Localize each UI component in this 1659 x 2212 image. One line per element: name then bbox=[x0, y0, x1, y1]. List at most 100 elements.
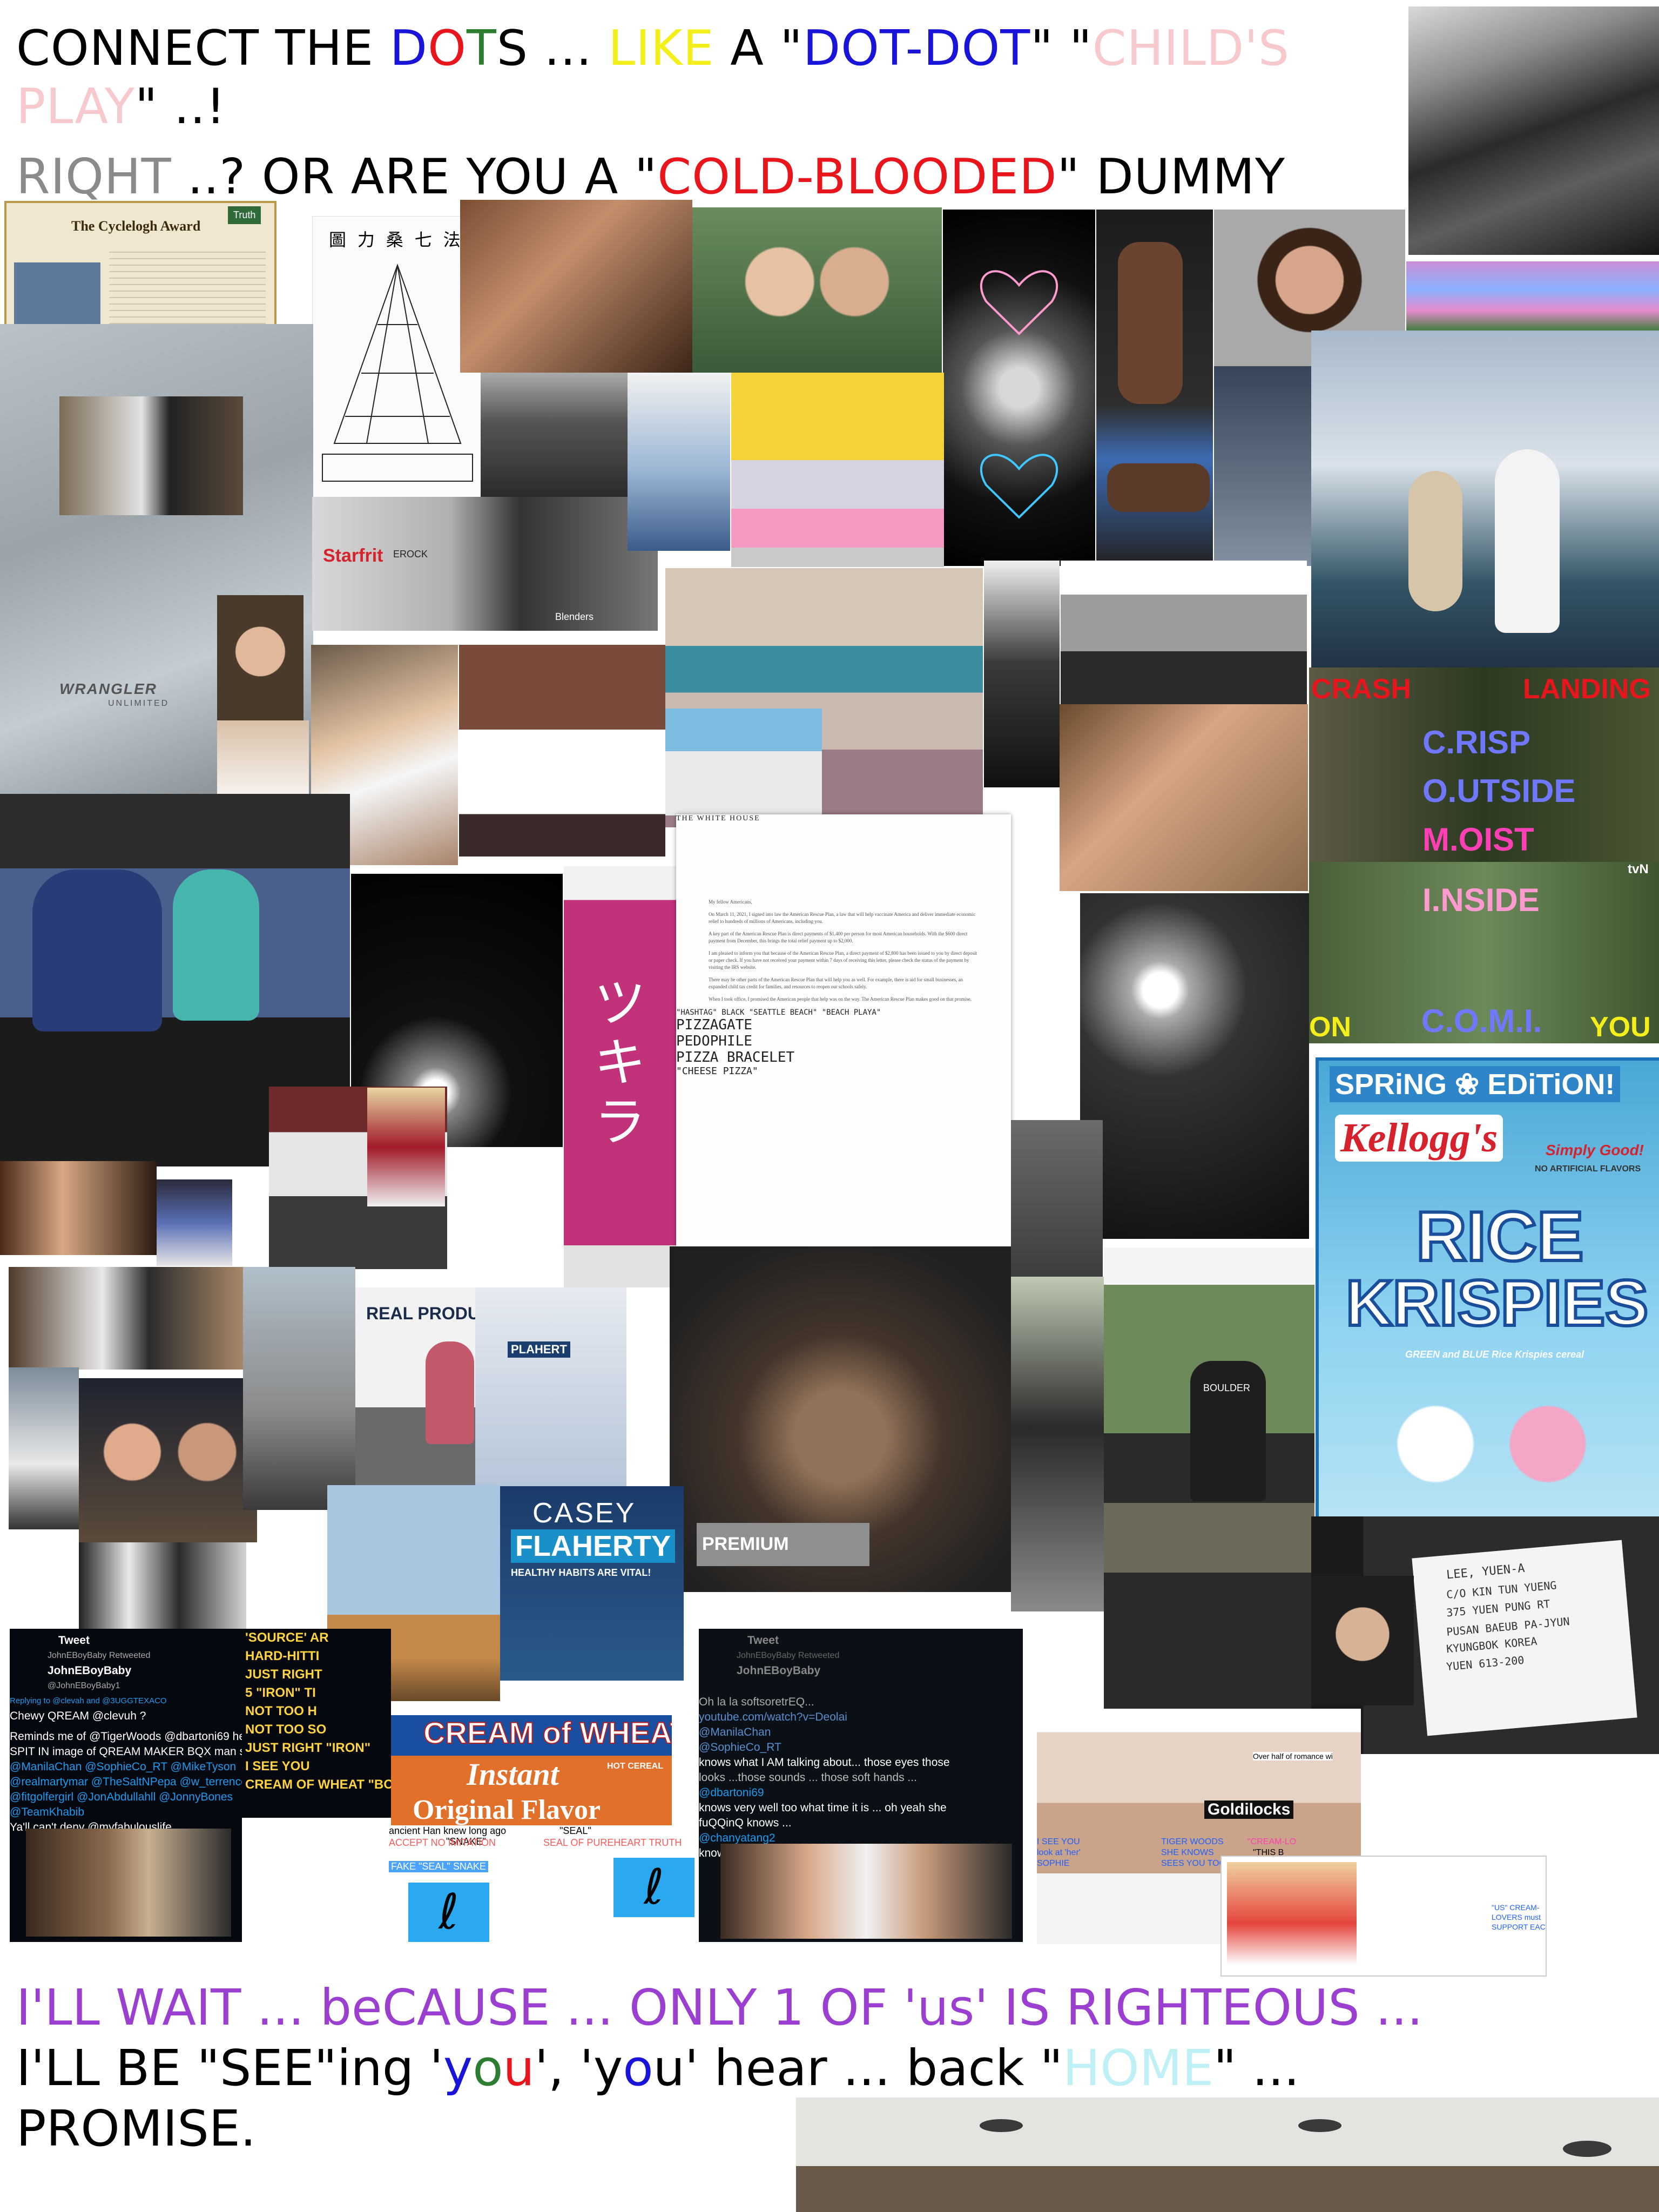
tweet-retweeted: JohnEBoyBaby Retweeted bbox=[48, 1651, 151, 1660]
heart-icon bbox=[980, 270, 1058, 519]
photo-pink-road bbox=[1406, 261, 1659, 332]
text-run: A " bbox=[714, 20, 803, 77]
photo-microwave bbox=[481, 373, 628, 513]
award-title: The Cyclelogh Award bbox=[71, 218, 201, 234]
goldilocks-this: "THIS B bbox=[1253, 1848, 1284, 1857]
header-line-2: PLAY" ..! bbox=[16, 80, 226, 134]
casey-flaherty-poster: CASEY FLAHERTY HEALTHY HABITS ARE VITAL! bbox=[500, 1486, 684, 1681]
tweet-line-3: SPIT IN image of QREAM MAKER BQX man smi… bbox=[10, 1745, 242, 1758]
premium-sign: PREMIUM bbox=[697, 1523, 869, 1566]
photo-young-man bbox=[984, 561, 1060, 787]
tweet-author-name[interactable]: JohnEBoyBaby bbox=[48, 1664, 132, 1677]
tweet2-line-3[interactable]: @ManilaChan bbox=[699, 1726, 771, 1738]
tweet-line-4[interactable]: @ManilaChan @SophieCo_RT @MikeTyson bbox=[10, 1761, 237, 1773]
tweet2-line-10[interactable]: @chanyatang2 bbox=[699, 1832, 775, 1844]
inside-label: I.NSIDE bbox=[1422, 882, 1540, 918]
chinese-pyramid-diagram: 圖 力 桑 七 法 bbox=[312, 216, 483, 498]
tweet-side-panel: 'SOURCE' AR HARD-HITTI JUST RIGHT 5 "IRON" … bbox=[242, 1629, 391, 1818]
snake-seal-strip: ancient Han knew long ago "SNAKE" "SEAL"… bbox=[387, 1825, 698, 1944]
fractal-hearts-image bbox=[943, 210, 1095, 566]
letter-head: THE WHITE HOUSE bbox=[676, 814, 760, 822]
text-run: CONNECT THE bbox=[16, 20, 390, 77]
no-artificial-flavors: NO ARTIFICIAL FLAVORS bbox=[1535, 1164, 1641, 1174]
tweet2-line-1: Oh la la softsoretrEQ... bbox=[699, 1696, 814, 1708]
photo-blur-strip bbox=[1011, 1120, 1103, 1277]
photo-graduation bbox=[665, 709, 822, 815]
photo-man-boulder-shirt: BOULDER bbox=[1104, 1247, 1314, 1712]
photo-friends-group bbox=[0, 1161, 157, 1255]
premium-label: PREMIUM bbox=[702, 1534, 789, 1554]
header-line-3: RIQHT ..? OR ARE YOU A "COLD-BLOODED" DU… bbox=[16, 150, 1285, 204]
cream-lovers-3: SUPPORT EACH OTHER! bbox=[1492, 1923, 1546, 1931]
tweet-line-7[interactable]: @TeamKhabib bbox=[10, 1806, 85, 1818]
tweet-card-right[interactable]: Tweet JohnEBoyBaby Retweeted JohnEBoyBab… bbox=[699, 1629, 1023, 1942]
photo-figurines bbox=[1311, 331, 1659, 667]
photo-handwritten-note: LEE, YUEN-A C/O KIN TUN YUENG 375 YUEN P… bbox=[1311, 1516, 1659, 1754]
strip-line-5: SEAL OF PUREHEART TRUTH bbox=[543, 1837, 682, 1848]
tweet-author-handle[interactable]: @JohnEBoyBaby1 bbox=[48, 1681, 120, 1690]
jeep-unlimited-label: UNLIMITED bbox=[108, 699, 170, 708]
tweet2-line-7[interactable]: @dbartoni69 bbox=[699, 1786, 764, 1799]
tweet2-line-5: knows what I AM talking about... those e… bbox=[699, 1756, 950, 1769]
boulder-shirt-text: BOULDER bbox=[1203, 1382, 1251, 1393]
text-run: " DUMMY bbox=[1057, 149, 1285, 205]
side-panel-line: NOT TOO SO bbox=[245, 1722, 327, 1737]
photo-parking-lot bbox=[243, 1267, 355, 1510]
photo-balcony-vacuum bbox=[1011, 1277, 1104, 1611]
casey-tagline: HEALTHY HABITS ARE VITAL! bbox=[511, 1567, 651, 1578]
side-panel-line: NOT TOO H bbox=[245, 1704, 317, 1718]
tweet-line-6[interactable]: @fitgolfergirl @JonAbdullahll @JonnyBone… bbox=[10, 1791, 233, 1803]
text-run: LIKE bbox=[608, 20, 714, 77]
photo-clown-suit bbox=[367, 1088, 445, 1206]
text-run: HOME bbox=[1063, 2039, 1214, 2097]
wheat-flavor: Original Flavor bbox=[413, 1795, 601, 1825]
kelloggs-logo: Kellogg's bbox=[1335, 1115, 1503, 1162]
tweet2-author[interactable]: JohnEBoyBaby bbox=[737, 1664, 821, 1677]
side-panel-line: 'SOURCE' AR bbox=[245, 1630, 329, 1645]
text-run: o bbox=[473, 2039, 503, 2097]
rice-krispies-cereal-box: SPRiNG ❀ EDiTiON! Kellogg's Simply Good!… bbox=[1316, 1057, 1659, 1523]
tweet2-line-2[interactable]: youtube.com/watch?v=Deolai bbox=[699, 1711, 847, 1723]
blenders-label: Blenders bbox=[555, 611, 594, 622]
photo-ceremony bbox=[9, 1267, 243, 1370]
text-run: COLD-BLOODED bbox=[657, 149, 1057, 205]
photo-graduate-gown bbox=[157, 1179, 232, 1266]
wheat-instant: Instant bbox=[467, 1757, 559, 1792]
photo-older-man bbox=[217, 595, 304, 720]
you-label: YOU bbox=[1590, 1011, 1651, 1043]
crash-landing-poster-bottom: tvN I.NSIDE ON C.O.M.I. YOU bbox=[1309, 862, 1659, 1043]
photo-boxing-match bbox=[1096, 210, 1213, 566]
cereal-subtitle: GREEN and BLUE Rice Krispies cereal bbox=[1405, 1349, 1584, 1360]
seal-glyph-icon-2: ℓ bbox=[613, 1858, 694, 1917]
strip-line-6: FAKE "SEAL" SNAKE bbox=[389, 1861, 488, 1872]
tvn-label: tvN bbox=[1628, 862, 1649, 876]
text-run: S ... bbox=[496, 20, 609, 77]
text-run: DOT-DOT bbox=[802, 20, 1031, 77]
text-run: " " bbox=[1030, 20, 1092, 77]
chinese-title: 圖 力 桑 七 法 bbox=[329, 230, 464, 249]
wheat-brand: CREAM of WHEAT bbox=[423, 1715, 672, 1750]
text-run: y bbox=[443, 2039, 473, 2097]
tweet-card-left[interactable]: Tweet JohnEBoyBaby Retweeted JohnEBoyBab… bbox=[10, 1629, 242, 1942]
spring-edition-banner: SPRiNG ❀ EDiTiON! bbox=[1330, 1066, 1621, 1102]
photo-japanese-sign: ツキラ bbox=[564, 866, 676, 1287]
photo-under-stairs bbox=[1214, 366, 1311, 566]
tweet-line-5[interactable]: @realmartymar @TheSaltNPepa @w_terrence bbox=[10, 1776, 242, 1788]
pyramid-lines bbox=[322, 264, 473, 482]
wheat-hot-cereal: HOT CEREAL bbox=[607, 1762, 663, 1771]
cream-lovers-1: "US" CREAM- bbox=[1492, 1903, 1540, 1912]
landing-label: LANDING bbox=[1523, 673, 1651, 705]
photo-clothes-laid bbox=[731, 373, 944, 567]
goldilocks-look: look at 'her' bbox=[1037, 1848, 1081, 1857]
tweet-reply-to[interactable]: Replying to @clevah and @3UGGTEXACO bbox=[10, 1696, 167, 1705]
text-run: ..? OR ARE YOU A " bbox=[171, 149, 658, 205]
text-run: o bbox=[623, 2039, 653, 2097]
header-line-1: CONNECT THE DOTS ... LIKE A "DOT-DOT" "C… bbox=[16, 22, 1290, 76]
cream-lovers-2: LOVERS must bbox=[1492, 1913, 1541, 1921]
side-panel-line: JUST RIGHT bbox=[245, 1667, 322, 1682]
tweet2-line-4[interactable]: @SophieCo_RT bbox=[699, 1741, 781, 1754]
goldilocks-see: I SEE YOU bbox=[1037, 1837, 1080, 1846]
krispies-title: KRISPIES bbox=[1344, 1265, 1650, 1341]
simply-good-badge: Simply Good! bbox=[1546, 1142, 1644, 1158]
cartoon-cream-lovers: "US" CREAM- LOVERS must SUPPORT EACH OTH… bbox=[1220, 1856, 1547, 1977]
